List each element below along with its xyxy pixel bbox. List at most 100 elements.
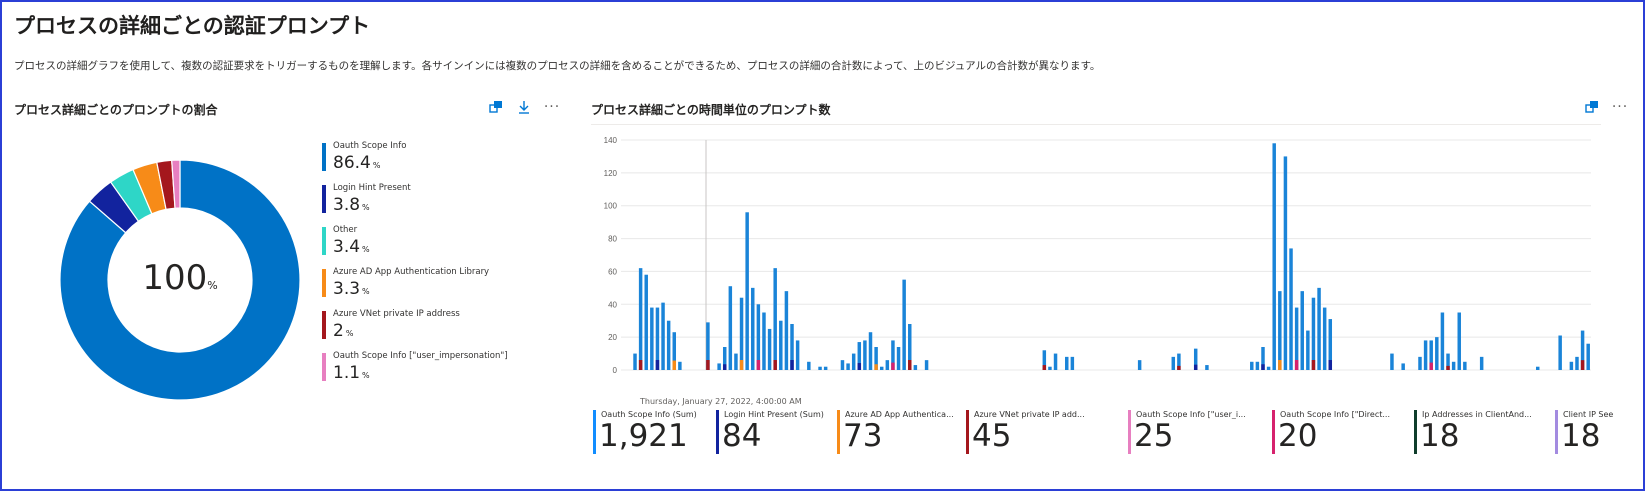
legend-card-label: Oauth Scope Info ["user_i...: [1136, 410, 1246, 419]
bar[interactable]: [1272, 143, 1276, 370]
donut-chart: [59, 159, 301, 400]
bar[interactable]: [779, 320, 783, 370]
bar[interactable]: [1311, 297, 1316, 370]
legend-card-label: Azure VNet private IP add...: [974, 410, 1085, 419]
bar[interactable]: [722, 347, 727, 370]
bar[interactable]: [728, 286, 733, 370]
bar[interactable]: [1250, 361, 1254, 370]
bar[interactable]: [1575, 356, 1579, 370]
legend-card-label: Client IP See: [1563, 410, 1614, 419]
legend-color-swatch: [322, 185, 326, 213]
bar[interactable]: [644, 274, 648, 370]
bar[interactable]: [868, 332, 873, 370]
bar[interactable]: [1569, 361, 1574, 370]
bar[interactable]: [706, 322, 710, 370]
bar[interactable]: [1177, 353, 1181, 370]
bar[interactable]: [879, 366, 884, 370]
bar[interactable]: [1451, 361, 1456, 370]
bar[interactable]: [790, 324, 794, 370]
bar[interactable]: [795, 340, 800, 370]
bar[interactable]: [1266, 366, 1271, 370]
bar[interactable]: [633, 353, 637, 370]
bar[interactable]: [1328, 319, 1333, 370]
bar[interactable]: [1586, 343, 1590, 370]
bar[interactable]: [1053, 353, 1058, 370]
bar[interactable]: [1479, 356, 1484, 370]
bar[interactable]: [818, 366, 822, 370]
bar[interactable]: [1070, 356, 1075, 370]
bar[interactable]: [655, 307, 660, 370]
bar[interactable]: [767, 328, 772, 370]
bar[interactable]: [1294, 307, 1299, 370]
bar[interactable]: [863, 340, 867, 370]
bar[interactable]: [891, 340, 895, 370]
bar[interactable]: [1463, 361, 1467, 370]
bar[interactable]: [745, 212, 749, 370]
bar[interactable]: [1048, 366, 1052, 370]
donut-slice-5[interactable]: [171, 159, 181, 209]
bar[interactable]: [1401, 363, 1405, 370]
bar[interactable]: [1042, 350, 1047, 370]
bar[interactable]: [739, 297, 744, 370]
bar[interactable]: [807, 361, 811, 370]
bar[interactable]: [650, 307, 654, 370]
bar[interactable]: [896, 347, 901, 370]
bar[interactable]: [1306, 330, 1310, 370]
bar[interactable]: [1440, 312, 1445, 371]
bar[interactable]: [857, 342, 862, 370]
bar[interactable]: [1580, 330, 1585, 370]
bar[interactable]: [666, 320, 671, 370]
bar[interactable]: [846, 363, 850, 370]
bar[interactable]: [661, 302, 665, 370]
bar[interactable]: [1205, 365, 1209, 370]
bar[interactable]: [1322, 307, 1327, 370]
bar[interactable]: [751, 287, 755, 370]
bar[interactable]: [1065, 356, 1069, 370]
bar[interactable]: [1429, 340, 1433, 370]
bar[interactable]: [678, 361, 682, 370]
bar[interactable]: [885, 360, 890, 370]
bar[interactable]: [913, 365, 918, 370]
bar[interactable]: [1261, 347, 1265, 370]
bar[interactable]: [672, 332, 677, 370]
bar[interactable]: [851, 353, 856, 370]
bar[interactable]: [1446, 353, 1450, 370]
bar[interactable]: [908, 324, 912, 370]
bar[interactable]: [1289, 248, 1293, 370]
bar[interactable]: [874, 347, 878, 370]
bar[interactable]: [1418, 356, 1422, 370]
bar-segment: [672, 360, 677, 370]
download-icon[interactable]: [515, 98, 533, 116]
bar[interactable]: [924, 360, 929, 370]
bar[interactable]: [1423, 340, 1428, 370]
bar[interactable]: [734, 353, 738, 370]
legend-value: 86.4%: [333, 153, 380, 173]
bar[interactable]: [1283, 156, 1288, 370]
bar[interactable]: [1255, 361, 1260, 370]
bar[interactable]: [1137, 360, 1142, 370]
bar[interactable]: [1535, 366, 1540, 370]
bar[interactable]: [1457, 312, 1461, 371]
bar[interactable]: [1317, 287, 1321, 370]
bar[interactable]: [784, 291, 789, 370]
bar[interactable]: [638, 268, 643, 370]
bar[interactable]: [762, 312, 766, 371]
bar[interactable]: [1558, 335, 1562, 371]
bar[interactable]: [1278, 291, 1282, 370]
bar[interactable]: [1171, 356, 1176, 370]
bar[interactable]: [1193, 348, 1198, 370]
bar[interactable]: [773, 268, 777, 370]
donut-slice-0[interactable]: [59, 159, 301, 400]
bar[interactable]: [902, 279, 906, 370]
bar[interactable]: [823, 366, 828, 370]
more-icon[interactable]: ···: [1611, 99, 1629, 115]
bar[interactable]: [1390, 353, 1394, 370]
bar[interactable]: [840, 360, 845, 370]
more-icon[interactable]: ···: [543, 99, 561, 115]
bar[interactable]: [1300, 291, 1304, 370]
bar[interactable]: [756, 304, 761, 370]
bar[interactable]: [1435, 337, 1439, 370]
bar[interactable]: [717, 363, 721, 370]
pin-icon[interactable]: [1583, 98, 1601, 116]
pin-icon[interactable]: [487, 98, 505, 116]
